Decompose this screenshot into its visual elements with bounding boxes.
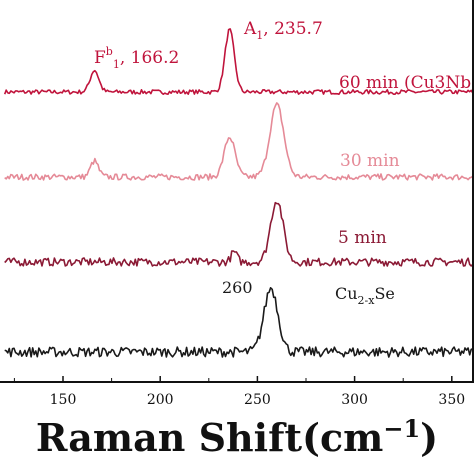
x-tick-label-300: 300 xyxy=(341,392,368,408)
series-line-1 xyxy=(4,102,474,181)
x-tick-label-250: 250 xyxy=(244,392,271,408)
series-label-30min: 30 min xyxy=(340,151,400,171)
series-label-60min: 60 min (Cu3NbSe xyxy=(339,73,474,93)
x-tick-label-200: 200 xyxy=(147,392,174,408)
x-axis-label-text: Raman Shift(cm xyxy=(35,415,384,460)
x-axis-label: Raman Shift(cm−1) xyxy=(0,414,474,460)
tick-layer: 150 200 250 300 350 xyxy=(13,376,465,408)
series-line-3 xyxy=(4,287,474,358)
series-label-5min: 5 min xyxy=(338,228,387,248)
fb1-value: , 166.2 xyxy=(120,48,179,68)
a1-value: , 235.7 xyxy=(263,19,322,39)
annotation-260: 260 xyxy=(222,278,253,297)
se-text: Se xyxy=(374,284,394,303)
fb1-sub: 1 xyxy=(113,58,120,71)
series-line-0 xyxy=(3,28,474,95)
annotation-a1: A1, 235.7 xyxy=(243,19,323,42)
series-layer xyxy=(3,28,474,358)
cu-subscript: 2-x xyxy=(358,294,376,307)
x-axis-label-exponent: −1 xyxy=(383,414,421,443)
x-axis-label-close: ) xyxy=(420,415,439,460)
annotation-fb1: Fb1, 166.2 xyxy=(94,45,179,71)
x-tick-label-150: 150 xyxy=(50,392,77,408)
fb1-sup: b xyxy=(106,45,113,58)
series-label-60min-part: 60 min (Cu3NbSe xyxy=(339,73,474,93)
a1-sub: 1 xyxy=(256,29,263,42)
series-line-2 xyxy=(4,201,474,267)
series-label-cu2xse: Cu2-xSe xyxy=(335,284,395,307)
x-tick-label-350: 350 xyxy=(438,392,465,408)
